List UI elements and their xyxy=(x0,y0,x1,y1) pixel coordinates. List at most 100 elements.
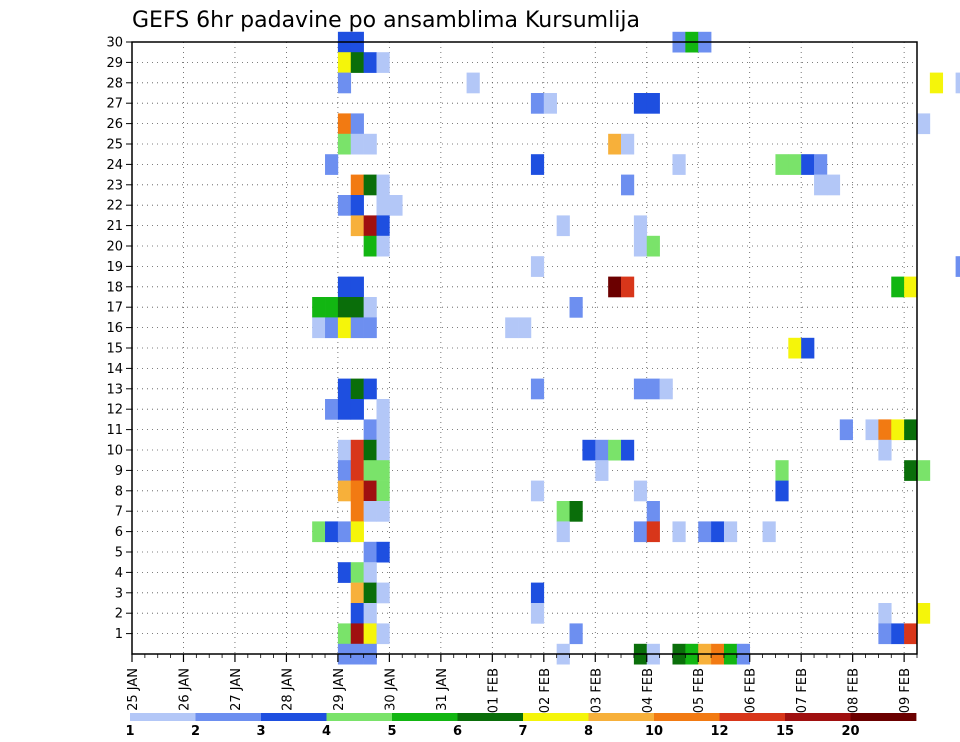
precip-cell xyxy=(904,623,918,645)
precip-cell xyxy=(633,93,648,114)
precip-cell xyxy=(865,419,879,441)
precip-cell xyxy=(621,174,635,196)
x-tick-label: 05 FEB xyxy=(692,668,707,713)
x-axis: 25 JAN 26 JAN 27 JAN 28 JAN 29 JAN 30 JAN 31 J… xyxy=(126,654,918,713)
precip-cell xyxy=(337,72,352,94)
precip-cell xyxy=(337,378,352,400)
precip-cell xyxy=(337,52,352,73)
y-tick-label: 2 xyxy=(115,607,123,622)
precip-cell xyxy=(376,399,390,420)
precip-cell xyxy=(325,154,339,175)
precip-cell xyxy=(621,439,635,461)
y-tick-label: 13 xyxy=(106,382,123,397)
y-tick-label: 30 xyxy=(106,36,123,51)
precip-cell xyxy=(530,256,545,277)
y-axis: 1234567891011121314151617181920212223242… xyxy=(106,36,132,642)
precip-cell xyxy=(633,378,648,400)
precip-cell xyxy=(363,52,377,73)
precip-cell xyxy=(350,276,364,298)
precip-cell xyxy=(337,460,352,481)
precip-cell xyxy=(350,582,364,604)
precip-cell xyxy=(363,297,377,318)
precip-cell xyxy=(350,297,364,318)
y-tick-label: 7 xyxy=(115,505,123,520)
y-tick-label: 19 xyxy=(106,260,123,275)
precip-cell xyxy=(788,337,802,359)
legend-label: 12 xyxy=(710,724,728,739)
precip-cell xyxy=(337,297,352,318)
precip-cell xyxy=(955,72,960,94)
y-tick-label: 29 xyxy=(106,56,123,71)
legend-label: 20 xyxy=(841,724,859,739)
precip-cell xyxy=(814,174,828,196)
precip-cell xyxy=(376,235,390,257)
precip-cell xyxy=(350,174,364,196)
legend-swatch xyxy=(326,713,393,721)
legend-swatch xyxy=(457,713,524,721)
precip-cell xyxy=(878,419,892,441)
precip-cell xyxy=(891,623,905,645)
precip-cell xyxy=(788,154,802,175)
precip-cell xyxy=(350,623,364,645)
legend-swatch xyxy=(785,713,851,721)
precip-cell xyxy=(646,501,660,522)
precip-cell xyxy=(363,317,377,339)
y-tick-label: 5 xyxy=(115,546,123,561)
x-tick-label: 29 JAN xyxy=(332,668,347,711)
precip-cell xyxy=(325,317,339,339)
precip-cell xyxy=(929,72,944,94)
precip-cell xyxy=(839,419,853,441)
precip-cell xyxy=(337,113,352,135)
precip-cell xyxy=(723,521,738,543)
precip-cell xyxy=(376,623,390,645)
precip-cell xyxy=(904,460,918,481)
precip-cell xyxy=(582,439,596,461)
precip-cell xyxy=(595,460,609,481)
legend-swatch xyxy=(654,713,720,721)
y-tick-label: 15 xyxy=(106,342,123,357)
precip-cell xyxy=(363,460,377,481)
precip-cell xyxy=(312,317,326,339)
precip-cell xyxy=(350,215,364,237)
precip-cell xyxy=(363,480,377,502)
precip-cell xyxy=(350,521,364,543)
y-tick-label: 10 xyxy=(106,444,123,459)
precip-cell xyxy=(350,480,364,502)
precip-cell xyxy=(530,582,545,604)
precip-cell xyxy=(955,256,960,277)
precip-cell xyxy=(530,154,545,175)
precip-cell xyxy=(376,541,390,563)
x-tick-label: 30 JAN xyxy=(383,668,398,711)
precip-cell xyxy=(621,276,635,298)
precip-cell xyxy=(337,317,352,339)
legend-label: 2 xyxy=(191,724,200,739)
x-tick-label: 02 FEB xyxy=(538,668,553,713)
precip-cell xyxy=(376,174,390,196)
x-tick-label: 01 FEB xyxy=(486,668,501,713)
precip-cell xyxy=(917,113,931,135)
legend-swatch xyxy=(130,713,196,721)
precip-cell xyxy=(350,460,364,481)
precip-cell xyxy=(698,521,712,543)
precip-cell xyxy=(350,501,364,522)
legend-label: 7 xyxy=(518,724,527,739)
y-tick-label: 14 xyxy=(106,362,123,377)
legend: 1 2 3 4 5 6 7 8 10 12 15 20 xyxy=(125,713,917,739)
precip-cell xyxy=(376,501,390,522)
precip-cell xyxy=(363,603,377,624)
legend-label: 15 xyxy=(776,724,794,739)
cells-layer xyxy=(312,31,960,665)
legend-swatch xyxy=(719,713,786,721)
legend-swatch xyxy=(195,713,262,721)
precip-cell xyxy=(646,235,660,257)
legend-swatch xyxy=(588,713,655,721)
x-tick-label: 07 FEB xyxy=(795,668,810,713)
y-tick-label: 28 xyxy=(106,76,123,91)
precip-cell xyxy=(569,501,583,522)
precip-cell xyxy=(389,195,403,216)
y-tick-label: 27 xyxy=(106,97,123,112)
precip-cell xyxy=(878,623,892,645)
chart-title: GEFS 6hr padavine po ansamblima Kursumli… xyxy=(132,8,640,33)
y-tick-label: 17 xyxy=(106,301,123,316)
precip-cell xyxy=(556,215,570,237)
